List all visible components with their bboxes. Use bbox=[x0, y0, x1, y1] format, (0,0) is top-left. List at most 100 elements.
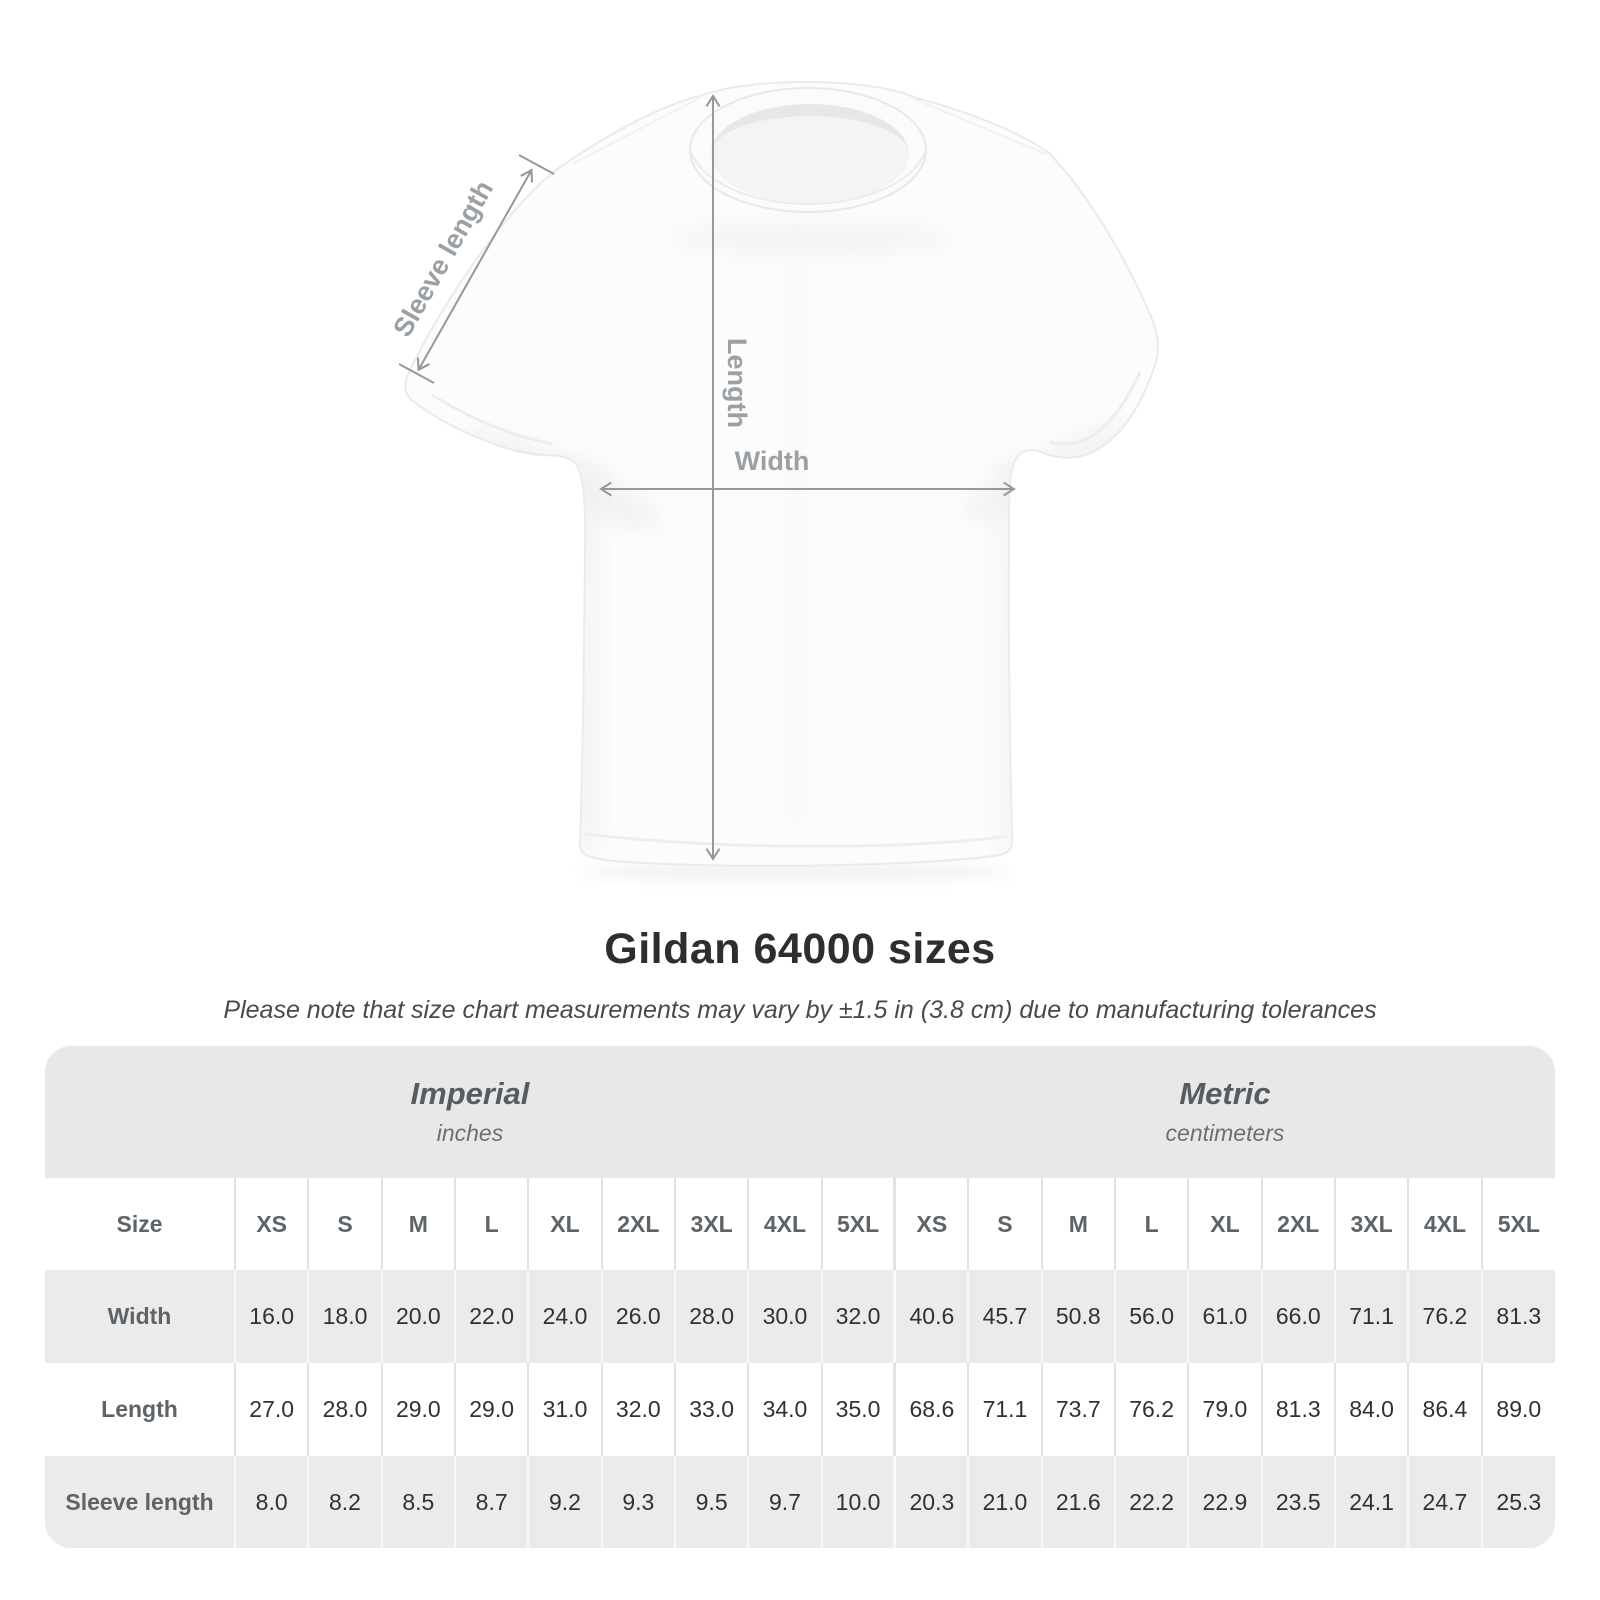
measure-cell-metric: 89.0 bbox=[1480, 1363, 1555, 1456]
sleeve-arrow-bottom-tick bbox=[398, 363, 435, 384]
measure-cell-imperial: 9.2 bbox=[527, 1456, 602, 1548]
size-col-header-imperial-2xl: 2XL bbox=[600, 1178, 675, 1270]
measure-row-sleeve-length: Sleeve length 8.0 8.2 8.5 8.7 9.2 9.3 9.5 9.7 10.… bbox=[45, 1456, 1555, 1548]
measure-cell-imperial: 9.3 bbox=[600, 1456, 675, 1548]
measure-row-label: Sleeve length bbox=[65, 1489, 214, 1515]
imperial-units: inches bbox=[436, 1119, 504, 1146]
measure-cell-metric: 22.9 bbox=[1187, 1456, 1262, 1548]
size-col-header-metric-m: M bbox=[1040, 1178, 1115, 1270]
measure-cell-metric: 23.5 bbox=[1260, 1456, 1335, 1548]
measure-cell-metric: 84.0 bbox=[1333, 1363, 1409, 1456]
measure-cell-imperial: 8.2 bbox=[307, 1456, 382, 1548]
metric-units: centimeters bbox=[1165, 1119, 1285, 1146]
size-col-header-metric-xl: XL bbox=[1187, 1178, 1262, 1270]
size-col-header-metric-l: L bbox=[1113, 1178, 1189, 1270]
measure-cell-metric: 50.8 bbox=[1040, 1270, 1115, 1363]
measure-cell-metric: 21.6 bbox=[1040, 1456, 1115, 1548]
size-row-label: Size bbox=[116, 1210, 163, 1237]
measure-cell-imperial: 16.0 bbox=[233, 1270, 309, 1363]
size-col-header-metric-5xl: 5XL bbox=[1480, 1178, 1555, 1270]
length-label: Length bbox=[722, 338, 752, 428]
measure-cell-metric: 24.7 bbox=[1407, 1456, 1482, 1548]
floor-shadow bbox=[580, 863, 1010, 881]
imperial-name: Imperial bbox=[410, 1076, 530, 1112]
size-col-header-imperial-xs: XS bbox=[233, 1178, 309, 1270]
measure-row-label: Width bbox=[107, 1303, 172, 1329]
measure-cell-imperial: 35.0 bbox=[820, 1363, 895, 1456]
measure-cell-imperial: 26.0 bbox=[600, 1270, 675, 1363]
measure-cell-metric: 20.3 bbox=[893, 1456, 969, 1548]
measure-cell-imperial: 8.5 bbox=[380, 1456, 455, 1548]
measure-cell-imperial: 22.0 bbox=[453, 1270, 529, 1363]
size-col-header-imperial-4xl: 4XL bbox=[747, 1178, 822, 1270]
measurement-annotations bbox=[398, 97, 1013, 858]
measure-cell-metric: 21.0 bbox=[967, 1456, 1042, 1548]
measure-cell-metric: 73.7 bbox=[1040, 1363, 1115, 1456]
measure-cell-imperial: 8.0 bbox=[233, 1456, 309, 1548]
measure-cell-metric: 76.2 bbox=[1407, 1270, 1482, 1363]
measure-cell-metric: 56.0 bbox=[1113, 1270, 1189, 1363]
tshirt-diagram: Width Length Sleeve length bbox=[387, 81, 1159, 881]
measure-row-width: Width 16.0 18.0 20.0 22.0 24.0 26.0 28.0 30.0 32.… bbox=[45, 1270, 1555, 1363]
measure-cell-metric: 22.2 bbox=[1113, 1456, 1189, 1548]
size-col-header-imperial-xl: XL bbox=[527, 1178, 602, 1270]
measure-cell-imperial: 34.0 bbox=[747, 1363, 822, 1456]
measure-cell-metric: 40.6 bbox=[893, 1270, 969, 1363]
measure-cell-metric: 25.3 bbox=[1480, 1456, 1555, 1548]
size-table-body: Imperial inches Metric centimeters Size X… bbox=[45, 1046, 1555, 1548]
measure-cell-imperial: 31.0 bbox=[527, 1363, 602, 1456]
size-col-header-metric-2xl: 2XL bbox=[1260, 1178, 1335, 1270]
size-col-header-imperial-5xl: 5XL bbox=[820, 1178, 895, 1270]
measure-cell-imperial: 29.0 bbox=[453, 1363, 529, 1456]
measure-cell-metric: 24.1 bbox=[1333, 1456, 1409, 1548]
page-title: Gildan 64000 sizes bbox=[604, 925, 996, 973]
page-subtitle: Please note that size chart measurements… bbox=[223, 996, 1377, 1024]
measure-cell-imperial: 32.0 bbox=[820, 1270, 895, 1363]
measure-cell-imperial: 10.0 bbox=[820, 1456, 895, 1548]
measure-cell-imperial: 9.7 bbox=[747, 1456, 822, 1548]
measure-cell-metric: 86.4 bbox=[1407, 1363, 1482, 1456]
measure-cell-imperial: 18.0 bbox=[307, 1270, 382, 1363]
measure-row-length: Length 27.0 28.0 29.0 29.0 31.0 32.0 33.0 34.0 35… bbox=[45, 1363, 1555, 1456]
measure-cell-imperial: 8.7 bbox=[453, 1456, 529, 1548]
measure-cell-imperial: 28.0 bbox=[673, 1270, 749, 1363]
measure-cell-metric: 81.3 bbox=[1260, 1363, 1335, 1456]
measure-cell-imperial: 30.0 bbox=[747, 1270, 822, 1363]
size-col-header-imperial-m: M bbox=[380, 1178, 455, 1270]
measure-cell-metric: 45.7 bbox=[967, 1270, 1042, 1363]
size-col-header-metric-4xl: 4XL bbox=[1407, 1178, 1482, 1270]
measure-cell-metric: 61.0 bbox=[1187, 1270, 1262, 1363]
measure-cell-imperial: 27.0 bbox=[233, 1363, 309, 1456]
measure-cell-metric: 68.6 bbox=[893, 1363, 969, 1456]
sleeve-arrow-top-tick bbox=[518, 154, 555, 175]
tshirt-collar bbox=[689, 87, 927, 213]
sleeve-length-arrow bbox=[419, 171, 531, 369]
measure-cell-imperial: 24.0 bbox=[527, 1270, 602, 1363]
size-col-header-imperial-s: S bbox=[307, 1178, 382, 1270]
size-col-header-imperial-l: L bbox=[453, 1178, 529, 1270]
size-header-row: Size XS S M L XL 2XL 3XL 4XL 5XL XS S M L XL 2XL 3XL 4XL 5… bbox=[45, 1178, 1555, 1270]
measure-cell-imperial: 33.0 bbox=[673, 1363, 749, 1456]
size-col-header-metric-xs: XS bbox=[893, 1178, 969, 1270]
imperial-header: Imperial inches bbox=[45, 1046, 895, 1178]
metric-header: Metric centimeters bbox=[895, 1046, 1555, 1178]
measure-cell-imperial: 20.0 bbox=[380, 1270, 455, 1363]
measure-cell-imperial: 29.0 bbox=[380, 1363, 455, 1456]
measure-cell-imperial: 28.0 bbox=[307, 1363, 382, 1456]
measure-cell-metric: 71.1 bbox=[967, 1363, 1042, 1456]
tshirt-photo bbox=[404, 81, 1159, 881]
size-col-header-metric-s: S bbox=[967, 1178, 1042, 1270]
measure-cell-metric: 76.2 bbox=[1113, 1363, 1189, 1456]
size-table: Imperial inches Metric centimeters Size X… bbox=[45, 1046, 1555, 1548]
size-col-header-metric-3xl: 3XL bbox=[1333, 1178, 1409, 1270]
metric-name: Metric bbox=[1179, 1076, 1271, 1112]
measure-cell-imperial: 32.0 bbox=[600, 1363, 675, 1456]
measure-cell-metric: 66.0 bbox=[1260, 1270, 1335, 1363]
unit-header-row: Imperial inches Metric centimeters bbox=[45, 1046, 1555, 1178]
size-col-header-imperial-3xl: 3XL bbox=[673, 1178, 749, 1270]
width-label: Width bbox=[735, 446, 810, 476]
measure-cell-metric: 79.0 bbox=[1187, 1363, 1262, 1456]
measure-row-label: Length bbox=[101, 1396, 178, 1422]
size-table-container: Imperial inches Metric centimeters Size X… bbox=[45, 1046, 1555, 1548]
